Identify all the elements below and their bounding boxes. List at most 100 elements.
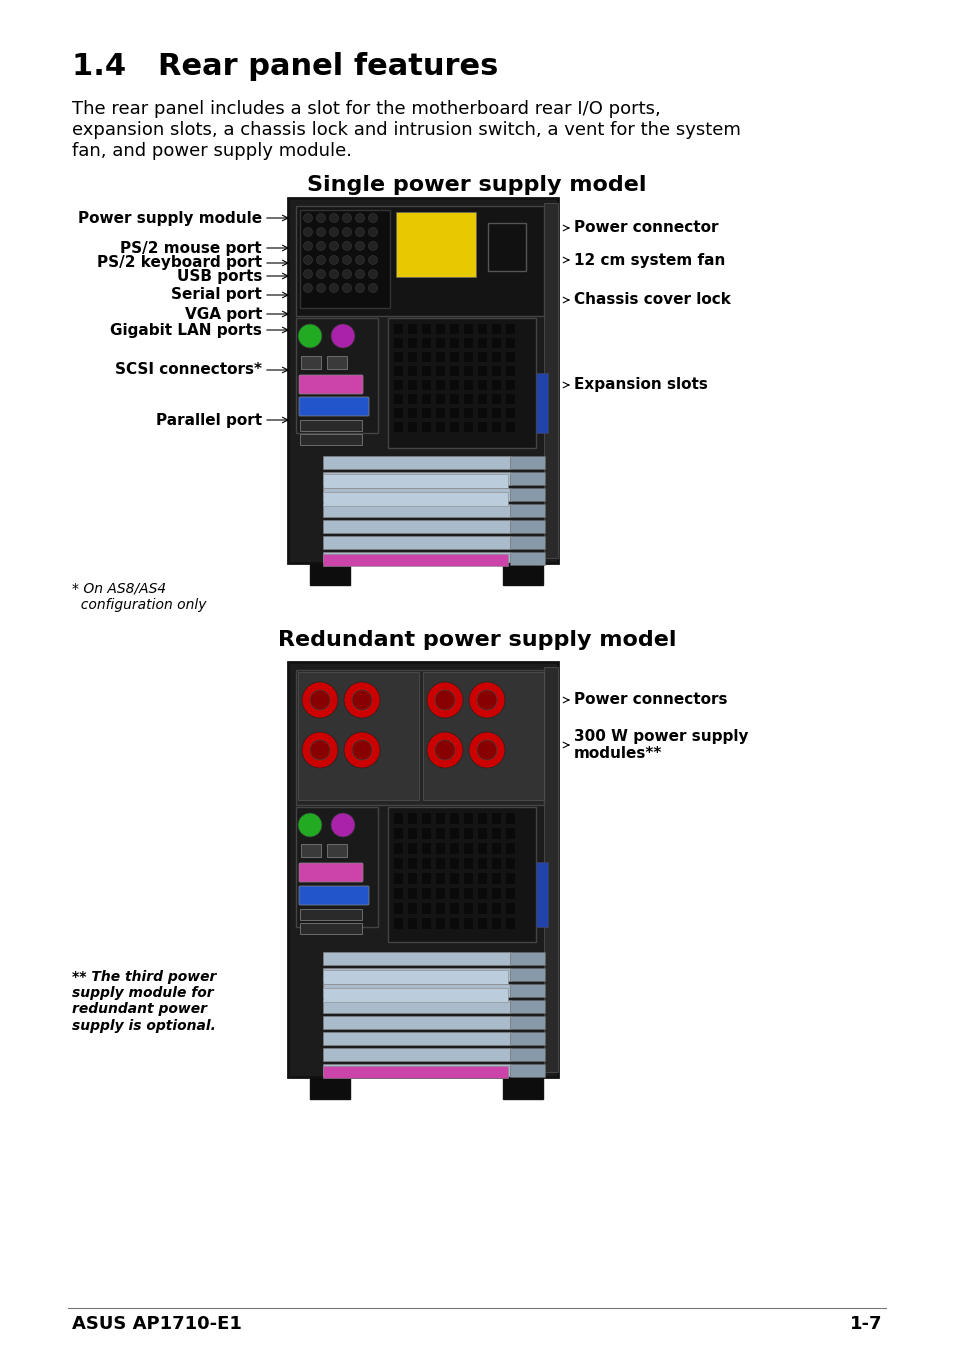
- Bar: [463, 813, 473, 824]
- Circle shape: [427, 732, 462, 767]
- Bar: [477, 828, 486, 839]
- Circle shape: [435, 740, 455, 761]
- Circle shape: [469, 682, 504, 717]
- Bar: [436, 408, 444, 417]
- Bar: [436, 873, 444, 884]
- Bar: [288, 199, 558, 563]
- Bar: [395, 212, 476, 277]
- Circle shape: [435, 690, 455, 711]
- Bar: [323, 1032, 511, 1046]
- Bar: [436, 813, 444, 824]
- Text: VGA port: VGA port: [185, 307, 262, 322]
- Bar: [323, 969, 511, 981]
- Bar: [295, 807, 377, 927]
- Bar: [536, 373, 547, 434]
- Text: SCSI connectors*: SCSI connectors*: [115, 362, 262, 377]
- Bar: [421, 813, 431, 824]
- Bar: [436, 324, 444, 334]
- Bar: [450, 324, 458, 334]
- Bar: [510, 520, 544, 534]
- Bar: [505, 408, 515, 417]
- Bar: [450, 813, 458, 824]
- Bar: [299, 923, 361, 934]
- Bar: [492, 873, 500, 884]
- Bar: [463, 324, 473, 334]
- Circle shape: [316, 269, 325, 278]
- Bar: [295, 317, 377, 434]
- Bar: [492, 408, 500, 417]
- FancyBboxPatch shape: [298, 397, 369, 416]
- Circle shape: [310, 690, 330, 711]
- Circle shape: [368, 255, 377, 265]
- Bar: [421, 324, 431, 334]
- Bar: [408, 408, 416, 417]
- Circle shape: [344, 732, 379, 767]
- Circle shape: [316, 255, 325, 265]
- Bar: [436, 394, 444, 404]
- Bar: [299, 434, 361, 444]
- Circle shape: [297, 324, 322, 349]
- Bar: [477, 888, 486, 898]
- Circle shape: [316, 227, 325, 236]
- Bar: [477, 394, 486, 404]
- Bar: [421, 843, 431, 854]
- Bar: [463, 380, 473, 390]
- Bar: [323, 488, 511, 501]
- Circle shape: [342, 213, 351, 223]
- Bar: [323, 536, 511, 549]
- Bar: [510, 1016, 544, 1029]
- Bar: [450, 422, 458, 432]
- Bar: [436, 828, 444, 839]
- Bar: [510, 1000, 544, 1013]
- Text: ASUS AP1710-E1: ASUS AP1710-E1: [71, 1315, 242, 1333]
- Bar: [505, 338, 515, 349]
- Circle shape: [331, 324, 355, 349]
- Bar: [536, 862, 547, 927]
- Bar: [492, 888, 500, 898]
- Bar: [394, 394, 402, 404]
- Bar: [450, 380, 458, 390]
- Bar: [421, 408, 431, 417]
- Bar: [543, 203, 558, 558]
- Bar: [408, 422, 416, 432]
- Bar: [408, 338, 416, 349]
- Circle shape: [352, 690, 372, 711]
- Bar: [477, 917, 486, 929]
- Bar: [492, 380, 500, 390]
- Bar: [323, 520, 511, 534]
- Text: ** The third power
supply module for
redundant power
supply is optional.: ** The third power supply module for red…: [71, 970, 216, 1032]
- Bar: [394, 902, 402, 915]
- Text: * On AS8/AS4
  configuration only: * On AS8/AS4 configuration only: [71, 582, 206, 612]
- Bar: [394, 813, 402, 824]
- Bar: [492, 843, 500, 854]
- Bar: [505, 858, 515, 869]
- Bar: [408, 902, 416, 915]
- Circle shape: [342, 255, 351, 265]
- Bar: [421, 353, 431, 362]
- Bar: [301, 844, 320, 857]
- Bar: [510, 1032, 544, 1046]
- Circle shape: [368, 242, 377, 250]
- Text: Serial port: Serial port: [171, 288, 262, 303]
- Bar: [510, 969, 544, 981]
- Bar: [450, 888, 458, 898]
- Bar: [421, 394, 431, 404]
- Bar: [505, 917, 515, 929]
- Bar: [421, 917, 431, 929]
- Bar: [421, 888, 431, 898]
- Bar: [492, 422, 500, 432]
- Circle shape: [355, 242, 364, 250]
- Bar: [299, 909, 361, 920]
- Circle shape: [368, 227, 377, 236]
- Circle shape: [331, 813, 355, 838]
- FancyBboxPatch shape: [298, 863, 363, 882]
- Circle shape: [368, 269, 377, 278]
- Text: Power supply module: Power supply module: [78, 211, 262, 226]
- Circle shape: [427, 682, 462, 717]
- Circle shape: [303, 213, 313, 223]
- Circle shape: [469, 732, 504, 767]
- Bar: [505, 353, 515, 362]
- Bar: [299, 420, 361, 431]
- FancyBboxPatch shape: [298, 886, 369, 905]
- Text: Parallel port: Parallel port: [155, 412, 262, 427]
